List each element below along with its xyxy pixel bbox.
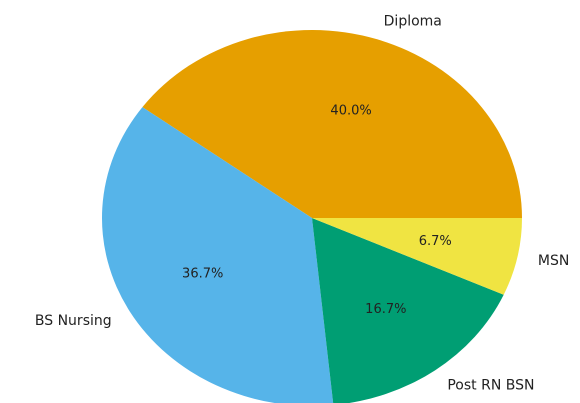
slice-label: Post RN BSN	[447, 378, 534, 394]
slice-label: MSN	[538, 253, 569, 269]
pie-slice	[312, 218, 504, 403]
slice-label: Diploma	[384, 13, 442, 29]
slice-label: BS Nursing	[35, 313, 112, 329]
pct-label: 6.7%	[419, 234, 452, 249]
pct-label: 40.0%	[330, 103, 371, 118]
pie-slice	[102, 107, 334, 403]
pie-slice	[142, 29, 523, 218]
pie-slice	[312, 218, 522, 295]
pct-label: 36.7%	[182, 267, 223, 282]
pct-label: 16.7%	[365, 302, 406, 317]
